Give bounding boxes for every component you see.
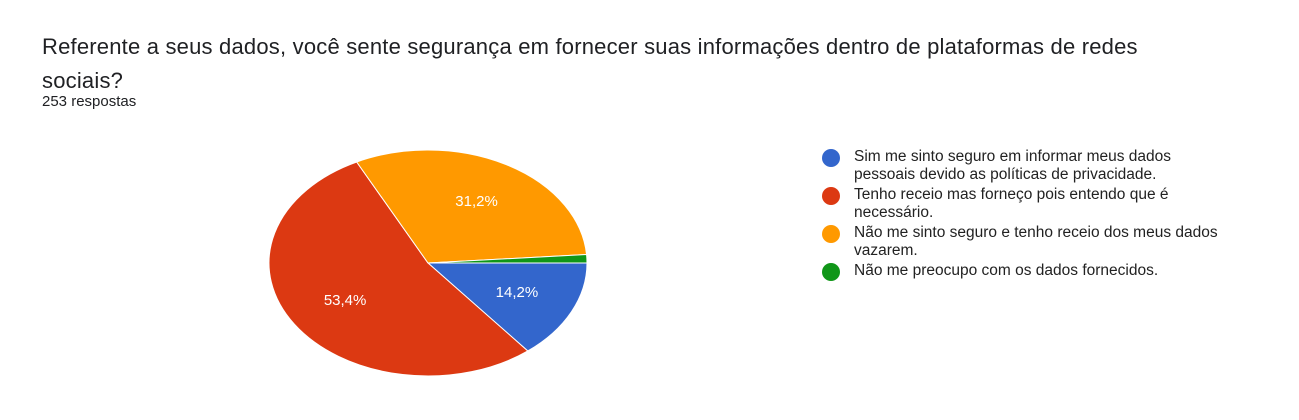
slice-label: 14,2% <box>496 284 539 301</box>
chart-subtitle: 253 respostas <box>42 93 137 110</box>
slice-label: 53,4% <box>324 292 367 309</box>
legend-swatch <box>822 225 840 243</box>
legend-swatch <box>822 149 840 167</box>
legend-label: Tenho receio mas forneço pois entendo qu… <box>854 186 1169 221</box>
legend-swatch <box>822 263 840 281</box>
legend-label: Sim me sinto seguro em informar meus dad… <box>854 148 1172 183</box>
legend-item: Não me sinto seguro e tenho receio dos m… <box>822 224 1232 260</box>
pie-slice <box>355 149 588 264</box>
legend-label: Não me preocupo com os dados fornecidos. <box>854 262 1159 279</box>
chart-title: Referente a seus dados, você sente segur… <box>42 34 1138 93</box>
legend-item: Não me preocupo com os dados fornecidos. <box>822 262 1232 281</box>
legend-item: Sim me sinto seguro em informar meus dad… <box>822 148 1232 184</box>
chart: 14,2% 53,4% 31,2% <box>268 149 588 377</box>
pie-slice <box>427 253 588 264</box>
legend-swatch <box>822 187 840 205</box>
slice-label: 31,2% <box>455 193 498 210</box>
legend: Sim me sinto seguro em informar meus dad… <box>822 148 1232 283</box>
legend-item: Tenho receio mas forneço pois entendo qu… <box>822 186 1232 222</box>
legend-label: Não me sinto seguro e tenho receio dos m… <box>854 224 1218 259</box>
pie-slice <box>268 161 529 377</box>
pie-slice <box>426 262 588 352</box>
